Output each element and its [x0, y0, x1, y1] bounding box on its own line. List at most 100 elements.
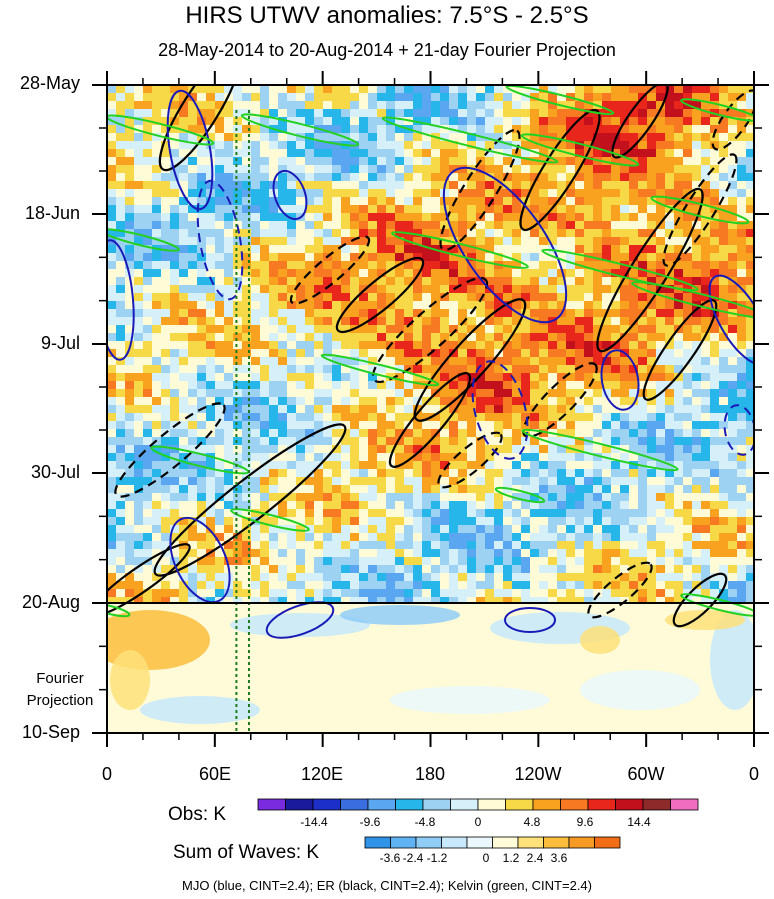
obs-cell [458, 557, 468, 566]
obs-cell [665, 261, 675, 270]
obs-cell [350, 429, 360, 438]
obs-cell [656, 181, 666, 190]
obs-cell [206, 493, 216, 502]
obs-cell [530, 477, 540, 486]
obs-cell [638, 493, 648, 502]
obs-cell [269, 525, 279, 534]
obs-cell [359, 181, 369, 190]
obs-cell [377, 157, 387, 166]
obs-cell [629, 301, 639, 310]
obs-cell [206, 229, 216, 238]
obs-cell [692, 493, 702, 502]
obs-cell [620, 501, 630, 510]
obs-cell [611, 461, 621, 470]
obs-cell [602, 365, 612, 374]
obs-cell [251, 101, 261, 110]
obs-cell [485, 293, 495, 302]
obs-cell [278, 373, 288, 382]
obs-cell [431, 197, 441, 206]
obs-cell [701, 101, 711, 110]
obs-cell [386, 509, 396, 518]
obs-cell [539, 557, 549, 566]
obs-cell [710, 205, 720, 214]
obs-cell [332, 517, 342, 526]
obs-cell [665, 389, 675, 398]
obs-cell [368, 245, 378, 254]
obs-cell [665, 125, 675, 134]
obs-cell [665, 541, 675, 550]
obs-cell [656, 373, 666, 382]
obs-cell [701, 589, 711, 598]
obs-cell [413, 333, 423, 342]
obs-cell [206, 141, 216, 150]
obs-cell [674, 445, 684, 454]
obs-cell [584, 85, 594, 94]
obs-cell [188, 149, 198, 158]
obs-cell [449, 253, 459, 262]
projection-anomaly-field [107, 605, 754, 724]
obs-cell [620, 293, 630, 302]
obs-cell [440, 165, 450, 174]
obs-cell [242, 285, 252, 294]
obs-cell [629, 133, 639, 142]
obs-cell [242, 133, 252, 142]
obs-cell [485, 109, 495, 118]
kelvin-contour [650, 195, 750, 225]
obs-cell [260, 485, 270, 494]
obs-cell [449, 205, 459, 214]
obs-cell [170, 413, 180, 422]
obs-cell [521, 165, 531, 174]
obs-cell [359, 413, 369, 422]
obs-cell [647, 181, 657, 190]
obs-cell [521, 485, 531, 494]
obs-cell [152, 205, 162, 214]
obs-cell [485, 589, 495, 598]
obs-cell [323, 501, 333, 510]
obs-cell [521, 533, 531, 542]
obs-cell [503, 397, 513, 406]
obs-cell [134, 165, 144, 174]
obs-cell [539, 117, 549, 126]
obs-cell [332, 405, 342, 414]
obs-cell [404, 317, 414, 326]
obs-cell [683, 477, 693, 486]
obs-cell [449, 437, 459, 446]
obs-cell [188, 221, 198, 230]
obs-cell [242, 413, 252, 422]
obs-cell [476, 477, 486, 486]
obs-cell [341, 181, 351, 190]
obs-cell [719, 533, 729, 542]
obs-cell [521, 365, 531, 374]
obs-cell [494, 197, 504, 206]
obs-cell [584, 493, 594, 502]
obs-cell [566, 365, 576, 374]
obs-cell [548, 469, 558, 478]
obs-cell [116, 85, 126, 94]
obs-cell [143, 133, 153, 142]
obs-cell [674, 581, 684, 590]
obs-cell [575, 181, 585, 190]
obs-cell [251, 117, 261, 126]
obs-cell [557, 461, 567, 470]
obs-cell [413, 197, 423, 206]
obs-cell [134, 573, 144, 582]
obs-cell [179, 557, 189, 566]
obs-cell [134, 181, 144, 190]
obs-cell [116, 253, 126, 262]
obs-cell [575, 117, 585, 126]
obs-cell [251, 253, 261, 262]
obs-cell [251, 149, 261, 158]
obs-cell [431, 213, 441, 222]
obs-cell [467, 237, 477, 246]
obs-cell [611, 165, 621, 174]
obs-cell [440, 405, 450, 414]
obs-cell [476, 501, 486, 510]
obs-cell [251, 389, 261, 398]
obs-cell [125, 381, 135, 390]
obs-cell [566, 157, 576, 166]
obs-cell [530, 301, 540, 310]
obs-cell [134, 317, 144, 326]
obs-cell [512, 517, 522, 526]
obs-cell [386, 477, 396, 486]
obs-cell [431, 85, 441, 94]
